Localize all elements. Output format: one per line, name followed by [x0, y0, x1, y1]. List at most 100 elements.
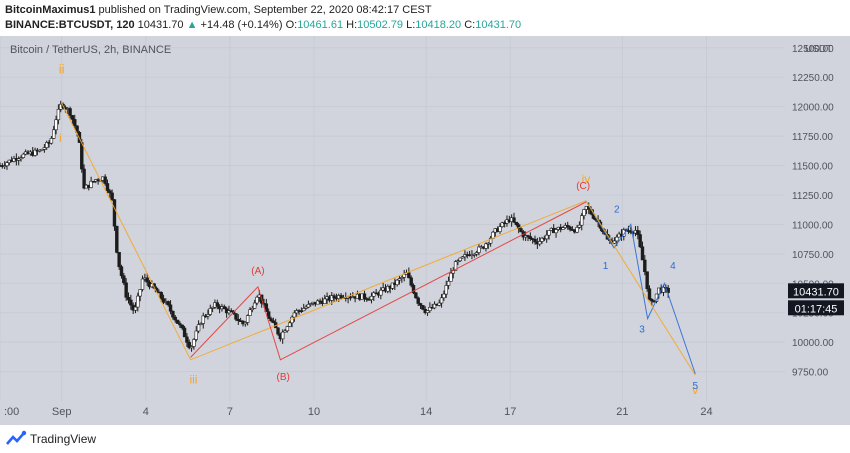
candle-body	[540, 237, 544, 242]
candle-body	[168, 304, 173, 312]
candle-body	[332, 295, 336, 299]
candle-body	[269, 318, 273, 322]
candle-body	[397, 278, 402, 281]
candle-body	[145, 277, 149, 283]
candle-body	[526, 235, 530, 237]
candle-body	[547, 230, 551, 236]
candle-body	[449, 272, 453, 282]
symbol-line: BINANCE:BTCUSDT, 120 10431.70 ▲ +14.48 (…	[5, 19, 521, 31]
candle-body	[533, 239, 537, 243]
candle-body	[16, 158, 21, 161]
candle-body	[75, 125, 79, 133]
candle-body	[643, 259, 647, 273]
candle-body	[456, 260, 460, 263]
candle-body	[640, 246, 645, 261]
candle-body	[650, 299, 654, 302]
candle-body	[182, 327, 187, 338]
candle-body	[210, 306, 215, 309]
close-label: C:	[464, 19, 476, 31]
candle-body	[283, 330, 287, 333]
y-tick-label: 11750.00	[792, 132, 833, 143]
candle-body	[516, 224, 521, 229]
wave-line-red	[190, 201, 587, 361]
candle-body	[528, 236, 533, 239]
symbol-name: BINANCE:BTCUSDT, 120	[5, 19, 135, 31]
candle-body	[446, 280, 451, 286]
plot-area[interactable]	[0, 36, 785, 401]
candle-body	[49, 138, 54, 144]
price-axis[interactable]	[785, 36, 850, 425]
candle-body	[411, 285, 416, 294]
candle-body	[645, 271, 649, 290]
candle-body	[108, 190, 112, 194]
candle-body	[425, 310, 430, 314]
footer: TradingView	[0, 425, 850, 453]
wave-label: 2	[614, 205, 620, 216]
publish-info: published on TradingView.com, September …	[98, 4, 432, 16]
candle-body	[70, 115, 75, 120]
candle-body	[129, 299, 133, 306]
x-tick-label: 24	[700, 406, 712, 418]
wave-label: iii	[189, 372, 197, 386]
wave-label: (B)	[276, 372, 289, 383]
candle-body	[306, 304, 311, 308]
candle-body	[185, 336, 189, 343]
y-tick-label: 11250.00	[792, 191, 833, 202]
candle-body	[285, 326, 290, 332]
candle-body	[498, 226, 502, 232]
candle-body	[566, 225, 570, 228]
candle-body	[255, 296, 259, 304]
last-price-tag: 10431.70 01:17:45	[788, 283, 844, 316]
candle-body	[486, 242, 490, 245]
candle-body	[302, 308, 306, 312]
candle-body	[444, 285, 448, 295]
x-tick-label: 4	[143, 406, 149, 418]
candle-body	[442, 293, 446, 299]
candle-body	[171, 310, 175, 318]
candle-body	[472, 253, 476, 256]
candle-body	[580, 215, 584, 226]
candle-body	[243, 322, 248, 325]
candle-body	[252, 302, 257, 309]
open-value: 10461.61	[297, 19, 344, 31]
candle-body	[201, 315, 205, 324]
countdown-tag-bg	[788, 300, 844, 316]
candle-body	[199, 323, 203, 325]
high-value: 10502.79	[357, 19, 404, 31]
candle-body	[488, 237, 493, 244]
y-tick-label: 12250.00	[792, 73, 834, 84]
candle-body	[386, 286, 390, 292]
wave-label: 4	[670, 261, 676, 272]
candle-body	[138, 289, 142, 297]
candle-body	[309, 303, 313, 305]
candle-body	[161, 298, 166, 303]
x-tick-label: 21	[616, 406, 628, 418]
candle-body	[178, 323, 182, 326]
candle-body	[33, 149, 37, 156]
candle-body	[248, 309, 252, 316]
close-value: 10431.70	[475, 19, 522, 31]
candle-body	[105, 183, 110, 191]
author-name[interactable]: BitcoinMaximus1	[5, 4, 96, 16]
candle-body	[271, 320, 276, 323]
candle-body	[519, 228, 523, 232]
candle-body	[180, 324, 184, 329]
candle-body	[561, 227, 565, 230]
candle-body	[514, 221, 519, 225]
candle-body	[112, 199, 117, 227]
candle-body	[45, 142, 49, 148]
tradingview-logo-icon[interactable]	[6, 430, 28, 448]
currency-label: USDT	[805, 44, 832, 55]
y-tick-label: 9750.00	[792, 368, 829, 379]
candle-body	[575, 227, 579, 233]
candle-body	[577, 224, 582, 228]
candle-body	[432, 303, 437, 309]
candle-body	[416, 297, 420, 304]
candle-body	[68, 108, 72, 116]
y-tick-label: 11500.00	[792, 162, 833, 173]
time-axis[interactable]	[0, 401, 785, 425]
tradingview-brand[interactable]: TradingView	[30, 432, 97, 446]
chart-header: BitcoinMaximus1 published on TradingView…	[0, 0, 850, 36]
wave-label: i	[59, 131, 62, 145]
